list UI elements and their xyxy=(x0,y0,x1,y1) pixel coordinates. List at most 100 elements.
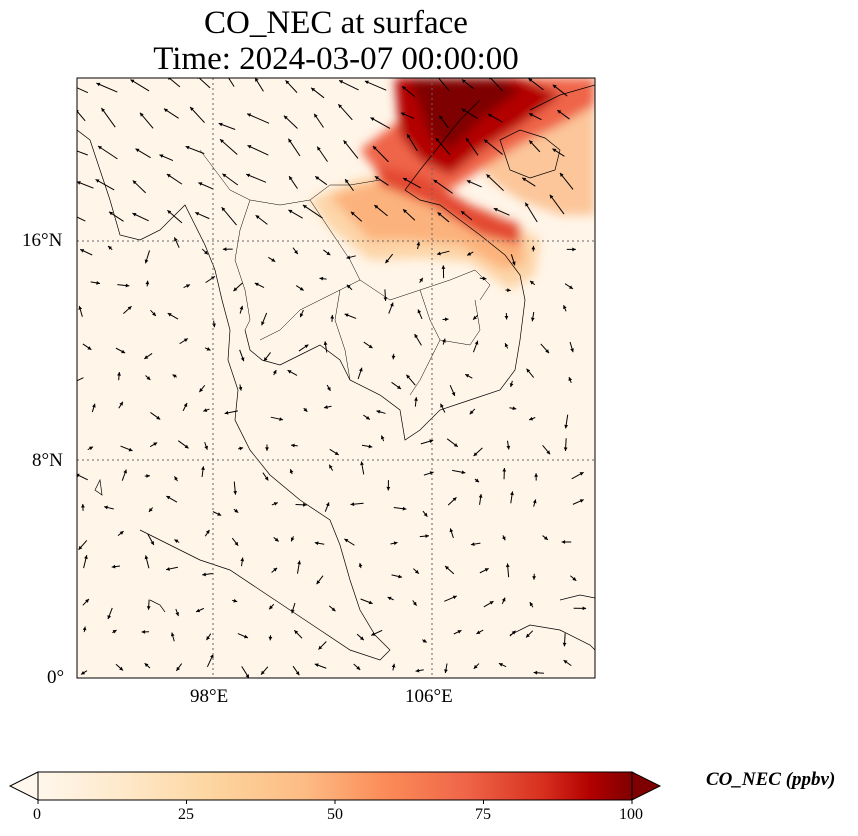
wind-arrow-head xyxy=(414,397,418,401)
wind-arrow-head xyxy=(101,107,106,112)
wind-arrow-head xyxy=(504,315,509,320)
wind-arrow-head xyxy=(502,467,507,472)
lat-label-8n: 8°N xyxy=(32,450,63,471)
wind-arrow-head xyxy=(195,212,200,216)
wind-arrow-head xyxy=(245,674,250,678)
wind-arrow-head xyxy=(268,636,273,641)
wind-arrow-head xyxy=(279,417,284,421)
wind-arrow-head xyxy=(295,671,300,676)
wind-arrow-head xyxy=(96,82,101,87)
wind-arrow-head xyxy=(403,209,407,214)
wind-arrow xyxy=(559,172,574,190)
wind-arrow-head xyxy=(370,117,375,121)
map-title-line1: CO_NEC at surface xyxy=(204,5,468,41)
wind-arrow-head xyxy=(511,630,516,635)
wind-arrow-head xyxy=(167,313,172,317)
wind-arrow-head xyxy=(198,182,203,186)
wind-arrow-head xyxy=(344,538,349,543)
wind-arrow-head xyxy=(183,402,188,407)
wind-arrow-head xyxy=(368,444,373,449)
wind-arrow-head xyxy=(170,632,175,637)
wind-arrow-head xyxy=(364,80,369,85)
wind-arrow-head xyxy=(233,287,238,292)
wind-arrow-head xyxy=(174,237,178,242)
wind-arrow-head xyxy=(254,282,259,287)
wind-arrow-head xyxy=(184,444,189,449)
wind-arrow-head xyxy=(166,496,171,500)
wind-arrow-head xyxy=(504,343,509,348)
wind-arrow-head xyxy=(372,146,377,150)
wind-arrow-head xyxy=(119,666,124,671)
wind-arrow-head xyxy=(445,565,449,570)
wind-arrow-head xyxy=(528,78,533,83)
wind-arrow-head xyxy=(261,321,265,326)
wind-arrow-head xyxy=(498,663,503,667)
wind-arrow-head xyxy=(203,408,208,412)
wind-arrow-head xyxy=(289,469,294,474)
wind-arrow-head xyxy=(441,265,446,269)
wind-arrow-head xyxy=(439,115,443,120)
wind-arrow-head xyxy=(304,344,309,349)
wind-arrow-head xyxy=(374,205,379,209)
wind-arrow-head xyxy=(398,574,403,579)
wind-arrow-head xyxy=(559,172,564,177)
colorbar-tick-50: 50 xyxy=(327,806,343,823)
wind-arrow-head xyxy=(145,280,150,285)
wind-arrow-head xyxy=(146,606,151,610)
wind-arrow-head xyxy=(318,645,323,650)
wind-arrow xyxy=(77,87,89,94)
colorbar-tick-100: 100 xyxy=(619,806,643,823)
wind-arrow-head xyxy=(461,108,466,113)
colorbar-extend-high xyxy=(631,771,662,801)
wind-arrow-head xyxy=(572,247,576,252)
wind-arrow-head xyxy=(451,391,456,396)
wind-arrow-head xyxy=(156,415,161,420)
wind-arrow xyxy=(95,178,115,191)
wind-arrow-head xyxy=(403,178,408,182)
wind-arrow-head xyxy=(144,355,149,359)
wind-arrow-head xyxy=(356,666,361,670)
wind-arrow-head xyxy=(218,122,223,127)
wind-arrow-head xyxy=(579,499,584,503)
wind-arrow-head xyxy=(222,173,227,178)
wind-arrow-head xyxy=(526,368,531,373)
wind-arrow xyxy=(433,179,453,194)
wind-arrow-head xyxy=(530,280,534,285)
wind-arrow-head xyxy=(453,443,458,447)
wind-arrow-head xyxy=(326,251,331,256)
wind-arrow-head xyxy=(437,212,442,217)
wind-arrow-head xyxy=(150,540,154,545)
wind-arrow-head xyxy=(346,284,351,289)
wind-arrow-head xyxy=(119,531,124,535)
wind-arrow-head xyxy=(324,405,328,409)
wind-arrow-head xyxy=(263,357,268,362)
wind-arrow-head xyxy=(87,346,92,350)
wind-arrow xyxy=(483,139,503,155)
wind-arrow-head xyxy=(425,534,429,539)
wind-arrow-head xyxy=(444,669,448,674)
wind-arrow-head xyxy=(546,450,551,455)
wind-arrow xyxy=(435,137,451,156)
wind-arrow-head xyxy=(205,529,210,534)
wind-arrow-head xyxy=(417,309,422,314)
colorbar-tick-0: 0 xyxy=(33,806,41,823)
wind-arrow-head xyxy=(264,476,269,481)
wind-arrow-head xyxy=(473,452,478,457)
wind-arrow-head xyxy=(233,598,238,603)
map-title-line2: Time: 2024-03-07 00:00:00 xyxy=(153,41,519,77)
wind-arrow-head xyxy=(545,349,550,354)
wind-arrow-head xyxy=(393,541,398,546)
wind-arrow-head xyxy=(294,250,298,255)
wind-arrow-head xyxy=(302,204,307,209)
wind-arrow xyxy=(302,204,323,219)
wind-arrow-head xyxy=(505,563,510,568)
wind-arrow-head xyxy=(532,499,537,504)
wind-arrow-head xyxy=(452,497,457,502)
wind-arrow-head xyxy=(350,502,355,507)
colorbar-ticks xyxy=(37,800,633,804)
wind-arrow-head xyxy=(461,79,466,84)
wind-arrow-head xyxy=(422,638,427,643)
wind-arrow-head xyxy=(465,137,470,142)
wind-arrow-head xyxy=(175,612,180,617)
wind-arrow-head xyxy=(314,113,318,118)
